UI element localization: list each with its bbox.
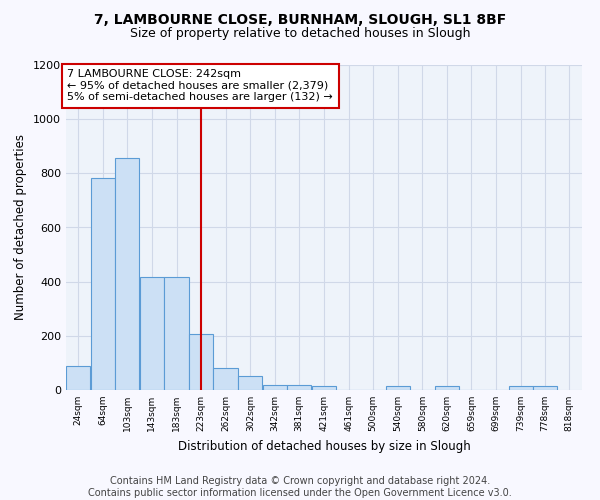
Bar [238, 376, 262, 390]
Text: Contains HM Land Registry data © Crown copyright and database right 2024.
Contai: Contains HM Land Registry data © Crown c… [88, 476, 512, 498]
Bar [66, 366, 90, 390]
Bar [435, 386, 460, 390]
Y-axis label: Number of detached properties: Number of detached properties [14, 134, 28, 320]
X-axis label: Distribution of detached houses by size in Slough: Distribution of detached houses by size … [178, 440, 470, 452]
Bar [140, 277, 164, 390]
Bar [164, 277, 188, 390]
Bar [533, 386, 557, 390]
Bar [91, 178, 115, 390]
Text: Size of property relative to detached houses in Slough: Size of property relative to detached ho… [130, 28, 470, 40]
Text: 7, LAMBOURNE CLOSE, BURNHAM, SLOUGH, SL1 8BF: 7, LAMBOURNE CLOSE, BURNHAM, SLOUGH, SL1… [94, 12, 506, 26]
Bar [312, 386, 336, 390]
Bar [386, 386, 410, 390]
Bar [189, 334, 214, 390]
Bar [263, 384, 287, 390]
Text: 7 LAMBOURNE CLOSE: 242sqm
← 95% of detached houses are smaller (2,379)
5% of sem: 7 LAMBOURNE CLOSE: 242sqm ← 95% of detac… [67, 69, 333, 102]
Bar [214, 368, 238, 390]
Bar [115, 158, 139, 390]
Bar [509, 386, 533, 390]
Bar [287, 384, 311, 390]
